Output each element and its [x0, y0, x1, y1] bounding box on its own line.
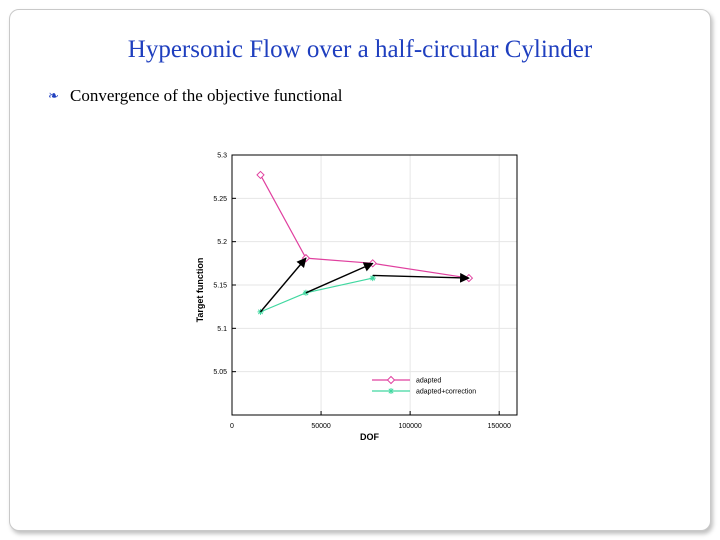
y-tick-label: 5.25	[213, 196, 227, 203]
legend-label: adapted	[416, 378, 441, 385]
y-tick-label: 5.2	[217, 239, 227, 246]
refinement-arrow	[372, 272, 470, 283]
data-point	[257, 308, 264, 315]
y-tick-label: 5.15	[213, 283, 227, 290]
x-tick-label: 0	[230, 423, 234, 430]
series-line	[259, 174, 469, 279]
bullet-text: Convergence of the objective functional	[70, 86, 343, 105]
y-tick-label: 5.1	[217, 326, 227, 333]
legend-marker	[386, 375, 396, 385]
legend-entry: adapted	[372, 375, 441, 385]
y-tick-label: 5.3	[217, 153, 227, 160]
refinement-arrow	[305, 262, 374, 294]
x-tick-label: 150000	[488, 423, 511, 430]
data-point	[256, 170, 265, 180]
slide-title: Hypersonic Flow over a half-circular Cyl…	[127, 36, 593, 63]
x-axis-label: DOF	[360, 432, 380, 442]
legend-label: adapted+correction	[416, 389, 476, 396]
bullet-item: ❧ Convergence of the objective functiona…	[48, 86, 343, 106]
legend-marker	[388, 388, 394, 394]
data-point	[369, 275, 376, 282]
legend-entry: adapted+correction	[372, 388, 476, 396]
x-tick-label: 50000	[311, 423, 331, 430]
y-axis-label: Target function	[195, 258, 205, 323]
leaf-bullet-icon: ❧	[48, 88, 59, 104]
y-tick-label: 5.05	[213, 369, 227, 376]
convergence-chart: 0 50000 100000 150000 5.05 5.1 5.15 5.2 5.25 5.3 D…	[195, 153, 518, 442]
x-tick-label: 100000	[398, 423, 421, 430]
refinement-arrow	[259, 257, 307, 313]
